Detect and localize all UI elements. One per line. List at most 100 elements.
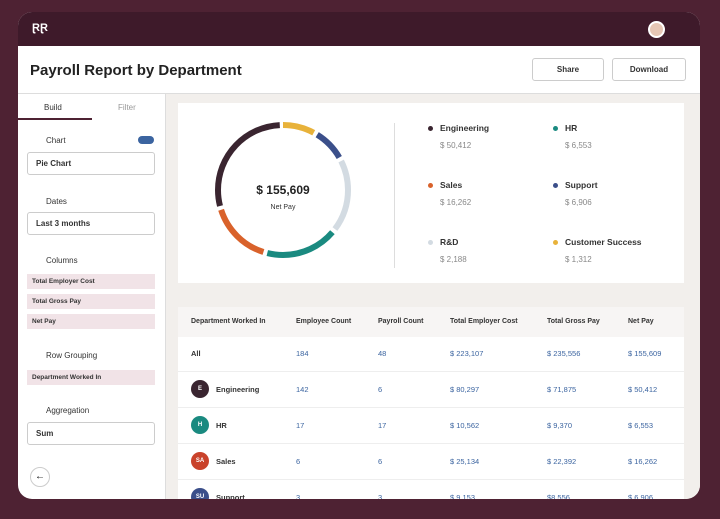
select[interactable]: Sum: [27, 422, 155, 445]
legend-dot: [428, 240, 433, 245]
donut-segment: [215, 122, 351, 258]
cell: 3: [296, 493, 301, 499]
cell: 17: [296, 421, 305, 430]
table-header-bg: [178, 307, 684, 337]
legend-amount: $ 6,906: [565, 198, 592, 207]
cell: Engineering: [216, 385, 260, 394]
legend-name: R&D: [440, 237, 459, 247]
legend-dot: [428, 183, 433, 188]
chip[interactable]: Total Employer Cost: [27, 274, 155, 289]
donut-segment: [215, 122, 351, 258]
total-label: Net Pay: [270, 204, 296, 211]
column-header: Total Employer Cost: [450, 318, 518, 325]
back-button[interactable]: ←: [30, 467, 50, 487]
cell: HR: [216, 421, 227, 430]
logo: ⱤⱤ: [32, 22, 48, 34]
chip[interactable]: Department Worked In: [27, 370, 155, 385]
legend-amount: $ 16,262: [440, 198, 472, 207]
tab-underline: [18, 118, 92, 120]
column-header: Total Gross Pay: [547, 318, 600, 325]
cell: 17: [378, 421, 387, 430]
cell: 142: [296, 385, 309, 394]
tab[interactable]: Filter: [118, 103, 136, 112]
cell: $ 80,297: [450, 385, 480, 394]
cell: 48: [378, 349, 387, 358]
cell: $ 71,875: [547, 385, 577, 394]
content: $ 155,609 Net Pay Engineering $ 50,412 HR $…: [166, 94, 700, 499]
cell: 184: [296, 349, 309, 358]
badge: SU: [191, 488, 209, 499]
avatar[interactable]: [648, 21, 665, 38]
legend-name: Engineering: [440, 123, 490, 133]
cell: 3: [378, 493, 383, 499]
badge: SA: [191, 452, 209, 470]
table: Department Worked In Employee Count Payrol…: [178, 307, 684, 499]
cell: $ 6,906: [628, 493, 654, 499]
cell: $ 155,609: [628, 349, 662, 358]
download-button[interactable]: Download: [612, 58, 686, 81]
cell: $ 9,153: [450, 493, 476, 499]
row-divider: [178, 371, 684, 372]
total: $ 155,609: [256, 183, 310, 197]
field-label: Aggregation: [46, 406, 90, 415]
column-header: Employee Count: [296, 318, 352, 325]
column-header: Payroll Count: [378, 318, 424, 325]
divider: [394, 123, 395, 268]
field-label: Row Grouping: [46, 351, 98, 360]
share-button[interactable]: Share: [532, 58, 604, 81]
cell: $ 9,370: [547, 421, 573, 430]
cell: $ 10,562: [450, 421, 480, 430]
select[interactable]: Pie Chart: [27, 152, 155, 175]
legend-name: Customer Success: [565, 237, 642, 247]
cell: $ 22,392: [547, 457, 577, 466]
cell: 6: [296, 457, 301, 466]
cell: $ 223,107: [450, 349, 484, 358]
row-divider: [178, 443, 684, 444]
chip[interactable]: Net Pay: [27, 314, 155, 329]
row-divider: [178, 407, 684, 408]
cell: All: [191, 349, 201, 358]
field-label: Chart: [46, 136, 66, 145]
column-header: Department Worked In: [191, 318, 266, 325]
cell: 6: [378, 457, 383, 466]
badge: H: [191, 416, 209, 434]
legend-amount: $ 50,412: [440, 141, 472, 150]
legend-amount: $ 1,312: [565, 255, 592, 264]
cell: 6: [378, 385, 383, 394]
legend-name: HR: [565, 123, 578, 133]
chip[interactable]: Total Gross Pay: [27, 294, 155, 309]
donut-segment: [215, 122, 351, 258]
legend-amount: $ 6,553: [565, 141, 592, 150]
toggle[interactable]: [138, 136, 154, 144]
frame: ⱤⱤ Payroll Report by Department Share Do…: [18, 12, 700, 499]
column-header: Net Pay: [628, 318, 654, 325]
sidebar: Build Filter Chart Pie Chart Dates Last …: [18, 94, 166, 499]
legend-dot: [428, 126, 433, 131]
legend-dot: [553, 126, 558, 131]
legend-name: Sales: [440, 180, 463, 190]
select[interactable]: Last 3 months: [27, 212, 155, 235]
legend-name: Support: [565, 180, 598, 190]
donut-segment: [215, 122, 351, 258]
row-divider: [178, 479, 684, 480]
cell: $8,556: [547, 493, 570, 499]
badge: E: [191, 380, 209, 398]
field-label: Columns: [46, 256, 78, 265]
field-label: Dates: [46, 197, 67, 206]
cell: $ 235,556: [547, 349, 581, 358]
donut: [215, 122, 351, 258]
cell: $ 25,134: [450, 457, 480, 466]
tab[interactable]: Build: [44, 103, 62, 112]
legend-amount: $ 2,188: [440, 255, 467, 264]
cell: Sales: [216, 457, 236, 466]
cell: $ 6,553: [628, 421, 654, 430]
page-title: Payroll Report by Department: [30, 62, 242, 79]
legend-dot: [553, 183, 558, 188]
cell: Support: [216, 493, 245, 499]
header: Payroll Report by Department Share Downl…: [18, 46, 700, 94]
top-bar: ⱤⱤ: [18, 12, 700, 46]
cell: $ 50,412: [628, 385, 658, 394]
summary-card: $ 155,609 Net Pay Engineering $ 50,412 HR $…: [178, 103, 684, 283]
cell: $ 16,262: [628, 457, 658, 466]
